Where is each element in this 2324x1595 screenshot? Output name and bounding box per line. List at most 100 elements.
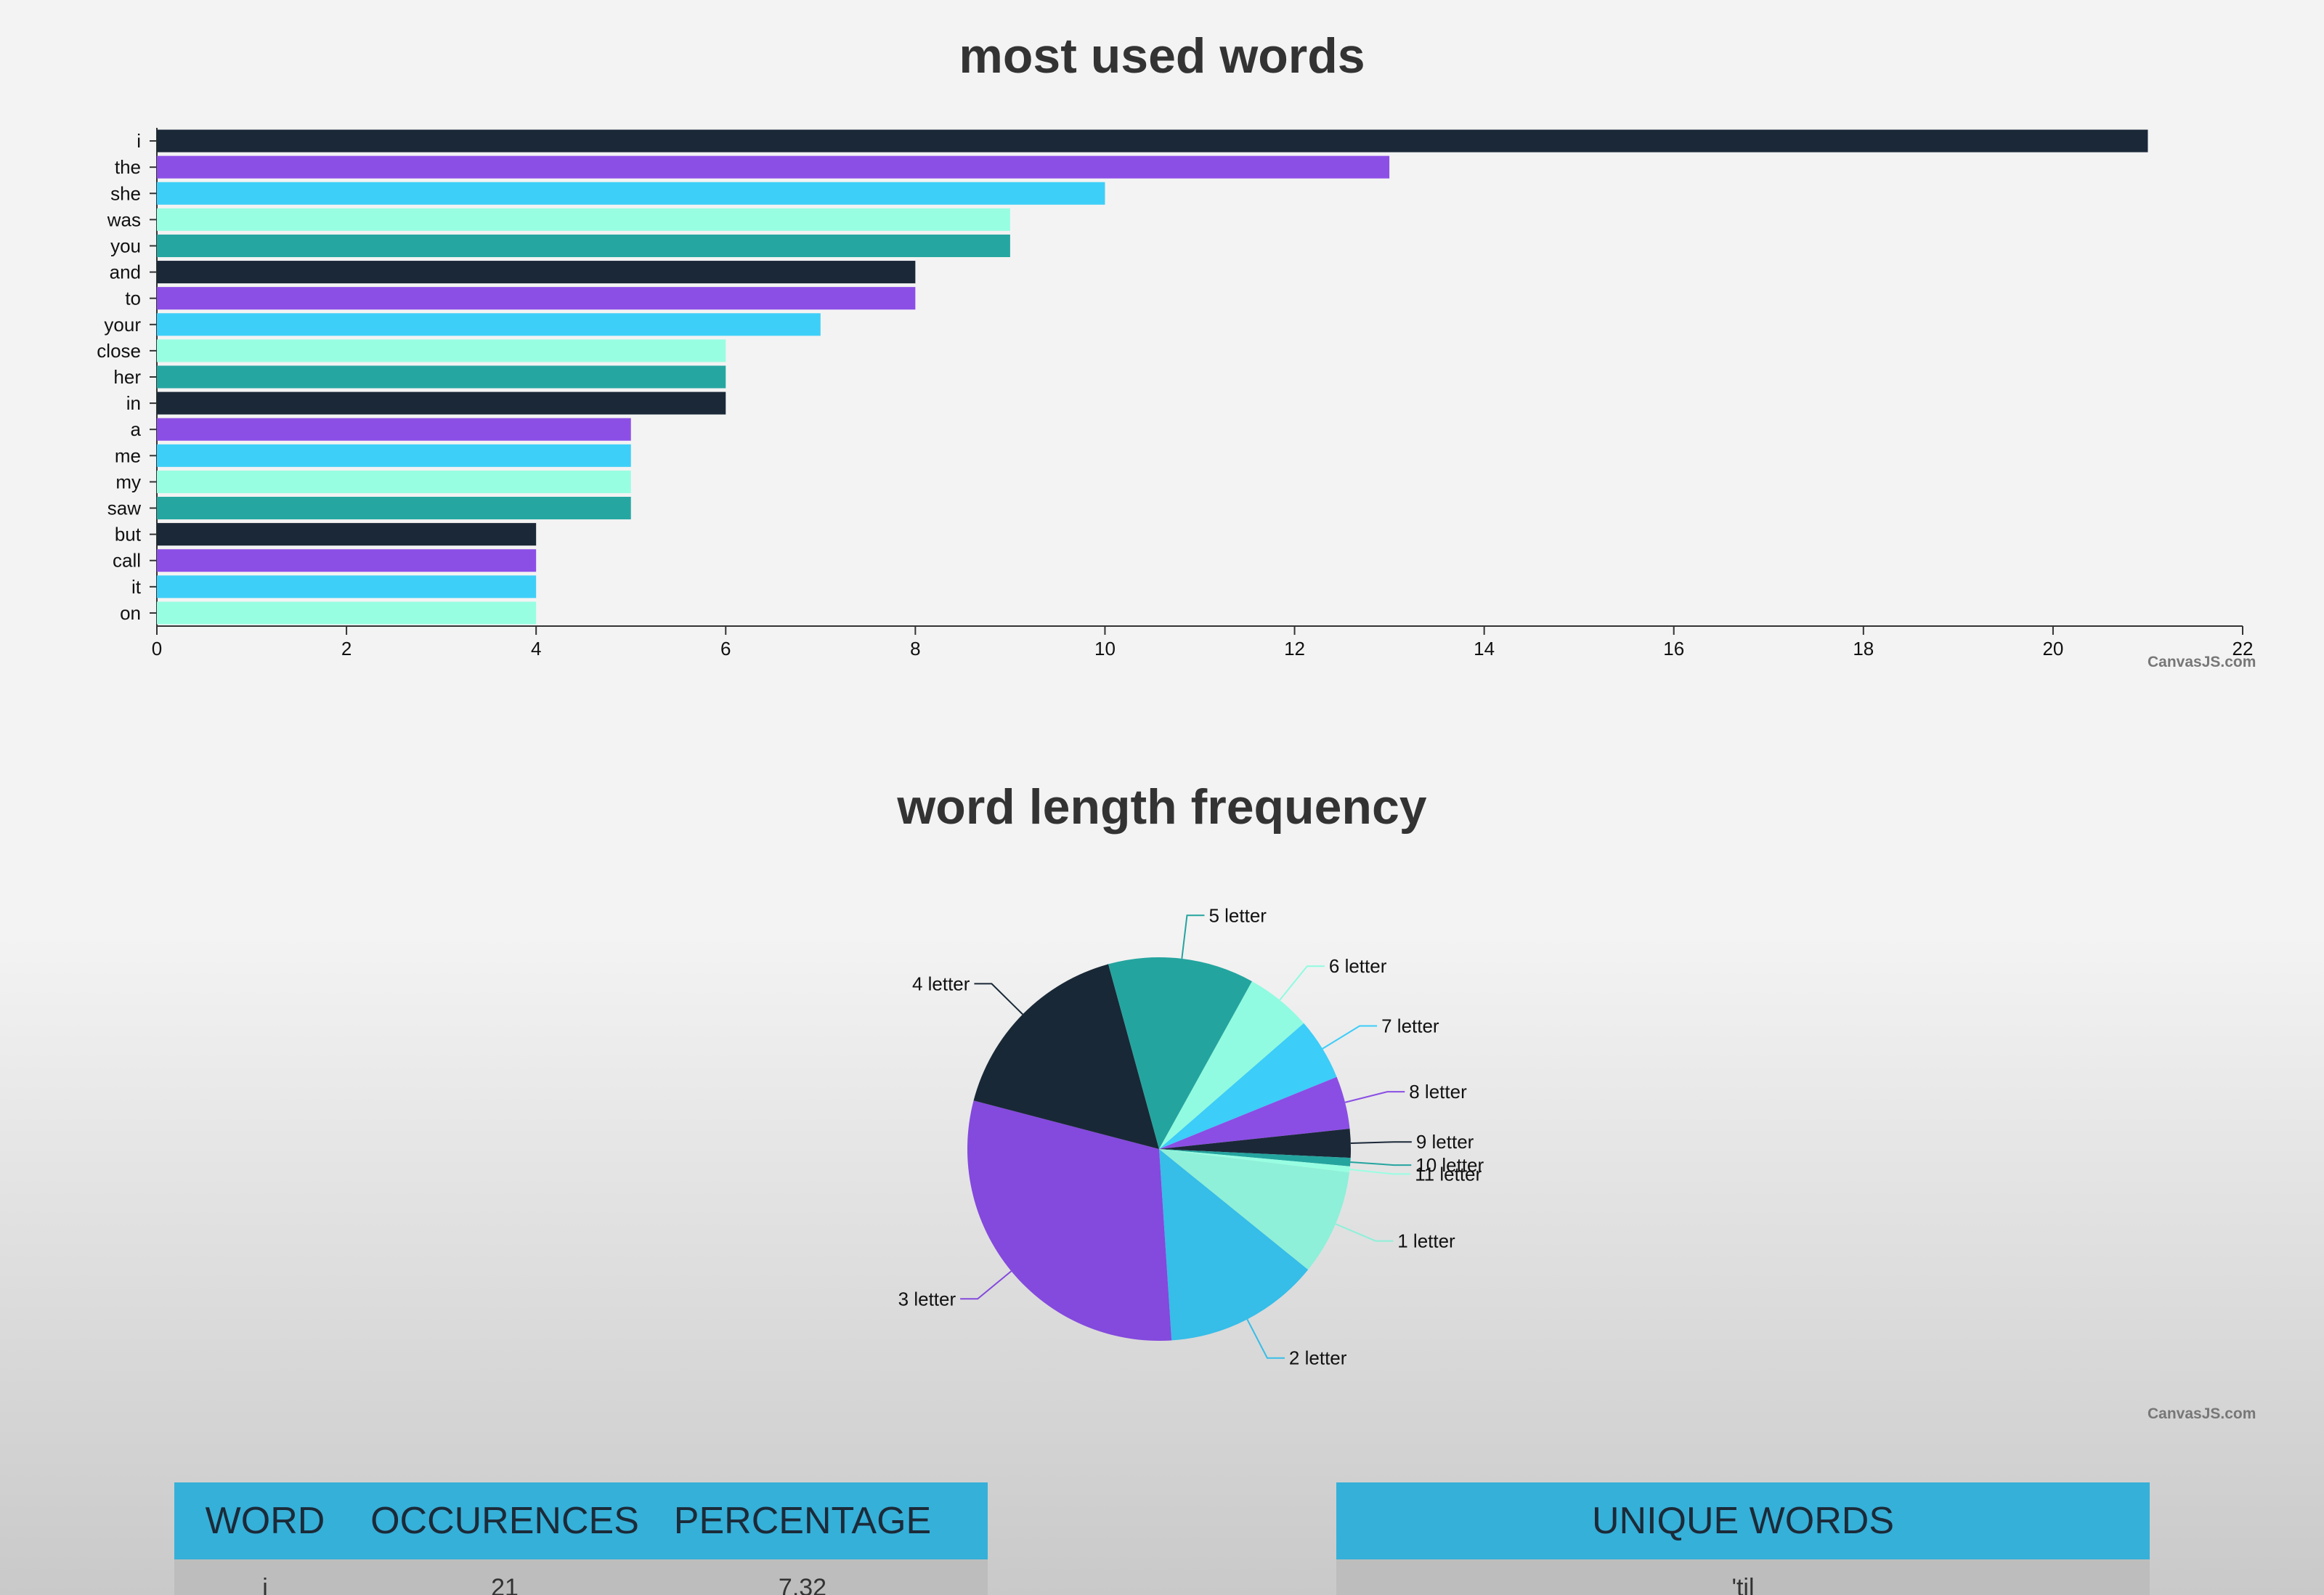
y-tick-label: on [120, 602, 141, 624]
cell-word: i [262, 1574, 268, 1595]
x-tick-label: 0 [152, 638, 162, 659]
bar[interactable] [157, 549, 537, 572]
pie-label-connector [1181, 914, 1205, 959]
bar-chart: i the she was you and to your close her in a me my saw… [97, 128, 2254, 659]
bar[interactable] [157, 234, 1010, 257]
cell-unique-word: 'til [1731, 1574, 1755, 1595]
bar[interactable] [157, 208, 1010, 231]
x-tick-label: 4 [531, 638, 541, 659]
bar[interactable] [157, 523, 537, 546]
bar[interactable] [157, 182, 1105, 205]
pie-slice-label: 3 letter [898, 1288, 956, 1310]
table-header: WORD OCCURENCES PERCENTAGE [174, 1482, 988, 1559]
y-tick-label: it [131, 576, 142, 598]
x-tick-label: 14 [1474, 638, 1495, 659]
bar-chart-credit[interactable]: CanvasJS.com [2148, 654, 2256, 670]
bar[interactable] [157, 287, 916, 310]
bar[interactable] [157, 575, 537, 598]
bar[interactable] [157, 365, 726, 389]
bar[interactable] [157, 155, 1390, 179]
pie-slice-label: 2 letter [1289, 1347, 1347, 1369]
pie-slice[interactable] [973, 964, 1159, 1149]
pie-slice[interactable] [1108, 957, 1252, 1149]
pie-slice[interactable] [1159, 1149, 1350, 1270]
pie-slice-label: 7 letter [1381, 1015, 1439, 1036]
bar[interactable] [157, 444, 631, 467]
x-tick-label: 22 [2232, 638, 2254, 659]
y-tick-label: you [110, 235, 141, 256]
y-tick-label: in [126, 392, 141, 414]
pie-label-connector [1344, 1091, 1405, 1103]
pie-label-connector [1335, 1223, 1394, 1242]
pie-label-connector [1322, 1025, 1378, 1050]
pie-slice[interactable] [967, 1100, 1172, 1341]
pie-label-connector [1279, 965, 1325, 1001]
pie-label-connector [1350, 1141, 1412, 1145]
x-tick-label: 20 [2042, 638, 2063, 659]
pie-label-connector [1246, 1319, 1285, 1359]
pie-slice-label: 9 letter [1416, 1131, 1474, 1153]
bar[interactable] [157, 391, 726, 415]
x-tick-label: 16 [1663, 638, 1684, 659]
pie-chart-credit[interactable]: CanvasJS.com [2148, 1405, 2256, 1422]
pie-slice[interactable] [1159, 1076, 1350, 1149]
y-tick-label: close [97, 340, 141, 362]
x-tick-label: 10 [1094, 638, 1116, 659]
bar[interactable] [157, 497, 631, 520]
y-tick-label: a [131, 418, 142, 440]
table-header: UNIQUE WORDS [1336, 1482, 2150, 1559]
pie-slice-label: 8 letter [1409, 1081, 1467, 1103]
pie-label-connector [1349, 1169, 1411, 1175]
y-tick-label: i [137, 130, 141, 152]
x-tick-label: 8 [910, 638, 920, 659]
bar[interactable] [157, 339, 726, 362]
y-tick-label: the [115, 156, 141, 178]
y-tick-label: me [115, 445, 141, 466]
column-header-unique-words: UNIQUE WORDS [1592, 1500, 1894, 1542]
bar[interactable] [157, 601, 537, 625]
x-tick-label: 6 [720, 638, 731, 659]
bar[interactable] [157, 313, 821, 336]
pie-slice[interactable] [1159, 1149, 1351, 1166]
pie-chart: 1 letter 2 letter 3 letter 4 letter 5 letter… [898, 904, 1484, 1369]
pie-slice[interactable] [1159, 981, 1304, 1149]
pie-slice-label: 10 letter [1415, 1154, 1484, 1176]
bar[interactable] [157, 261, 916, 284]
y-tick-label: she [110, 182, 141, 204]
pie-chart-title: word length frequency [897, 779, 1427, 835]
x-tick-label: 12 [1284, 638, 1305, 659]
pie-slice[interactable] [1159, 1023, 1337, 1149]
x-tick-label: 2 [341, 638, 352, 659]
pie-slice[interactable] [1159, 1149, 1350, 1173]
table-row: i 21 7.32 [174, 1559, 988, 1595]
x-tick-label: 18 [1853, 638, 1874, 659]
column-header-percentage: PERCENTAGE [673, 1500, 932, 1542]
y-tick-label: your [104, 314, 141, 336]
y-tick-label: but [115, 524, 142, 545]
column-header-word: WORD [205, 1500, 325, 1542]
bar[interactable] [157, 470, 631, 493]
y-tick-label: to [125, 288, 141, 309]
word-frequency-table: WORD OCCURENCES PERCENTAGE i 21 7.32 [174, 1482, 988, 1595]
cell-percentage: 7.32 [778, 1574, 827, 1595]
table-row: 'til [1336, 1559, 2150, 1595]
y-tick-label: was [107, 208, 141, 230]
y-tick-label: my [115, 471, 141, 492]
pie-label-connector [960, 1270, 1012, 1300]
y-tick-label: call [113, 550, 141, 572]
pie-slice-label: 5 letter [1208, 904, 1267, 926]
pie-label-connector [1350, 1161, 1412, 1166]
pie-slice-label: 6 letter [1329, 955, 1387, 977]
column-header-occurences: OCCURENCES [370, 1500, 639, 1542]
pie-slice-label: 4 letter [912, 973, 970, 994]
y-tick-label: her [113, 366, 141, 388]
pie-slice-label: 1 letter [1397, 1230, 1455, 1252]
unique-words-table: UNIQUE WORDS 'til [1336, 1482, 2150, 1595]
pie-slice[interactable] [1159, 1128, 1351, 1158]
pie-label-connector [974, 983, 1023, 1015]
pie-slice[interactable] [1159, 1149, 1309, 1341]
bar[interactable] [157, 418, 631, 441]
cell-occurences: 21 [491, 1574, 519, 1595]
bar[interactable] [157, 129, 2148, 153]
bar-chart-title: most used words [959, 28, 1365, 84]
